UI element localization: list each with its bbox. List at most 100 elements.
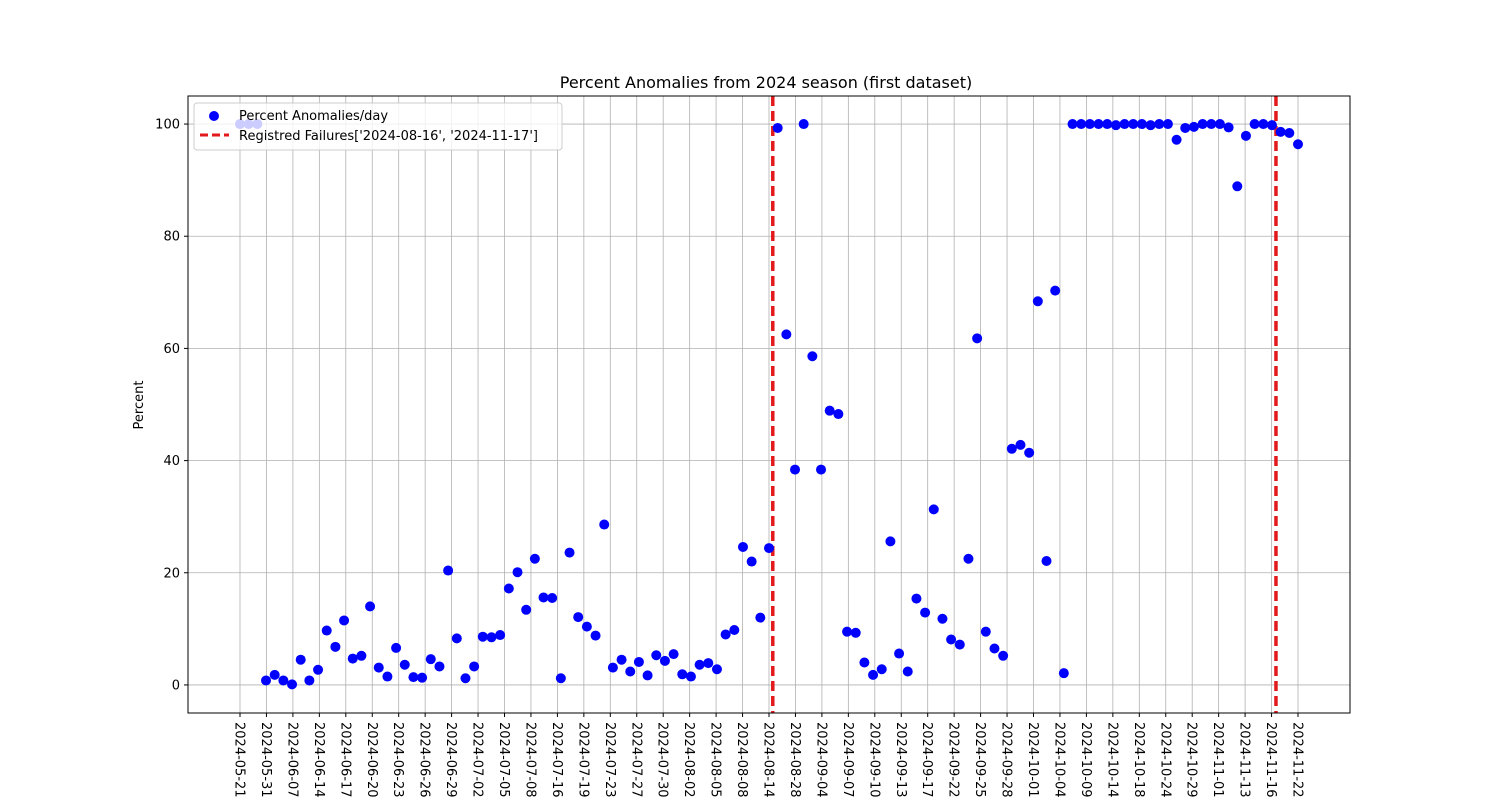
y-tick-label: 100 [155,118,180,133]
data-point [1214,119,1225,130]
data-point [833,409,844,420]
data-point [928,504,939,515]
data-point [677,669,688,680]
data-point [1162,119,1173,130]
data-point [737,541,748,552]
x-tick-label: 2024-11-13 [1237,722,1252,798]
x-tick-label: 2024-09-10 [866,722,881,798]
data-point [581,621,592,632]
data-point [711,664,722,675]
x-tick-label: 2024-08-14 [761,722,776,798]
data-point [1006,443,1017,454]
data-point [642,670,653,681]
data-point [503,583,514,594]
data-point [1284,128,1295,139]
data-point [1076,119,1087,130]
x-tick-label: 2024-10-14 [1104,722,1119,798]
data-point [434,661,445,672]
data-point [816,464,827,475]
data-point [1058,668,1069,679]
x-tick-label: 2024-10-04 [1051,722,1066,798]
data-point [963,553,974,564]
y-tick-label: 40 [163,454,180,469]
data-point [1206,119,1217,130]
data-point [824,405,835,416]
data-point [694,659,705,670]
data-point [590,630,601,641]
data-point [521,604,532,615]
x-tick-label: 2024-06-17 [337,722,352,798]
data-point [313,664,324,675]
x-tick-label: 2024-11-01 [1210,722,1225,798]
y-tick-label: 80 [163,230,180,245]
x-tick-label: 2024-10-01 [1025,722,1040,798]
data-point [772,122,783,133]
data-point [287,679,298,690]
data-point [1258,119,1269,130]
data-point [633,656,644,667]
data-point [920,607,931,618]
data-point [330,641,341,652]
x-tick-label: 2024-11-22 [1290,722,1305,798]
data-point [495,630,506,641]
chart-title: Percent Anomalies from 2024 season (firs… [560,73,973,92]
data-point [607,662,618,673]
data-point [954,639,965,650]
x-tick-label: 2024-06-07 [284,722,299,798]
data-point [321,625,332,636]
data-point [408,672,419,683]
grid [188,96,1350,713]
data-point [365,601,376,612]
data-point [391,642,402,653]
data-point [443,565,454,576]
data-point [1171,134,1182,145]
x-tick-label: 2024-09-13 [893,722,908,798]
data-point [946,634,957,645]
x-tick-label: 2024-10-18 [1131,722,1146,798]
data-point [573,612,584,623]
data-point [703,658,714,669]
x-tick-label: 2024-09-17 [919,722,934,798]
x-tick-label: 2024-08-28 [787,722,802,798]
y-axis-label: Percent [132,381,147,430]
data-point [876,664,887,675]
x-tick-label: 2024-09-04 [813,722,828,798]
data-point [1015,439,1026,450]
failure-lines [771,96,1278,713]
data-point [547,593,558,604]
data-point [937,613,948,624]
data-point [1024,447,1035,458]
data-point [339,615,350,626]
data-point [1067,119,1078,130]
data-point [668,649,679,660]
data-point [807,351,818,362]
x-tick-label: 2024-07-27 [628,722,643,798]
data-point [885,536,896,547]
legend-marker-anomalies [209,111,219,121]
data-point [347,653,358,664]
x-tick-label: 2024-06-26 [417,722,432,798]
x-tick-label: 2024-11-16 [1263,722,1278,798]
data-point [842,626,853,637]
y-tick-label: 60 [163,342,180,357]
data-point [1145,120,1156,131]
data-point [373,662,384,673]
data-point [1197,119,1208,130]
x-tick-label: 2024-08-05 [708,722,723,798]
x-tick-label: 2024-06-14 [311,722,326,798]
y-tick-label: 0 [172,678,180,693]
data-point [1266,120,1277,131]
data-point [798,119,809,130]
x-tick-label: 2024-07-30 [655,722,670,798]
data-point [469,661,480,672]
data-point [729,624,740,635]
data-point [1293,139,1303,150]
x-tick-label: 2024-10-24 [1157,722,1172,798]
legend-label-anomalies: Percent Anomalies/day [239,109,388,124]
data-point [1084,119,1095,130]
data-point [304,675,315,686]
data-point [868,669,879,680]
x-tick-label: 2024-07-08 [522,722,537,798]
data-point [1128,119,1139,130]
